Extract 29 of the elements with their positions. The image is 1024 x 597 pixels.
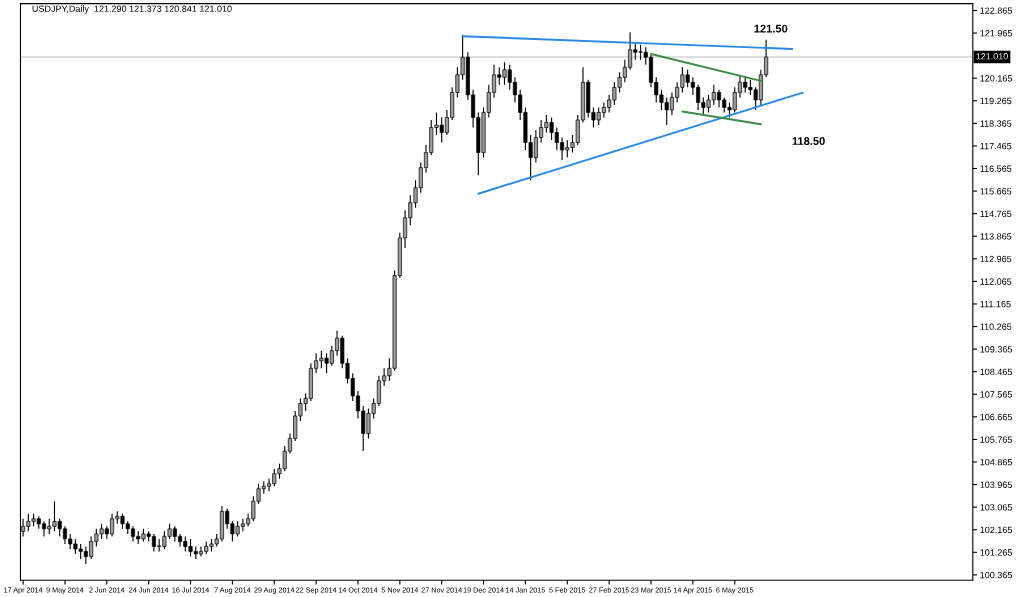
y-tick-label: 108.465	[980, 368, 1012, 376]
y-tick-label: 109.365	[980, 346, 1012, 353]
y-tick-label: 116.565	[980, 165, 1012, 172]
ref-line-label: 121.010	[976, 53, 1008, 60]
y-tick-label: 122.865	[980, 7, 1012, 14]
y-tick-label: 100.365	[980, 571, 1012, 579]
y-tick-label: 118.365	[980, 120, 1012, 127]
annotation: 121.50	[754, 24, 788, 33]
y-tick-label: 112.065	[980, 278, 1012, 285]
y-tick-label: 113.865	[980, 233, 1012, 240]
y-tick-label: 121.965	[980, 30, 1012, 37]
y-tick-label: 114.765	[980, 210, 1012, 218]
y-tick-label: 105.765	[980, 436, 1012, 443]
y-tick-label: 104.865	[980, 458, 1012, 466]
y-tick-label: 115.665	[980, 188, 1012, 195]
y-tick-label: 120.165	[980, 75, 1012, 82]
y-tick-label: 103.065	[980, 504, 1012, 511]
y-tick-label: 117.465	[980, 142, 1012, 150]
y-tick-label: 112.965	[980, 255, 1012, 263]
y-tick-label: 110.265	[980, 323, 1012, 330]
y-tick-label: 101.265	[980, 549, 1012, 556]
chart-title: USDJPY,Daily 121.290 121.373 120.841 121.010	[32, 5, 232, 14]
y-tick-label: 107.565	[980, 391, 1012, 398]
y-tick-label: 119.265	[980, 97, 1012, 105]
y-tick-label: 111.165	[980, 300, 1011, 308]
y-tick-label: 106.665	[980, 413, 1012, 421]
y-tick-label: 102.165	[980, 526, 1012, 534]
y-tick-label: 103.965	[980, 481, 1012, 488]
annotation: 118.50	[792, 137, 825, 145]
